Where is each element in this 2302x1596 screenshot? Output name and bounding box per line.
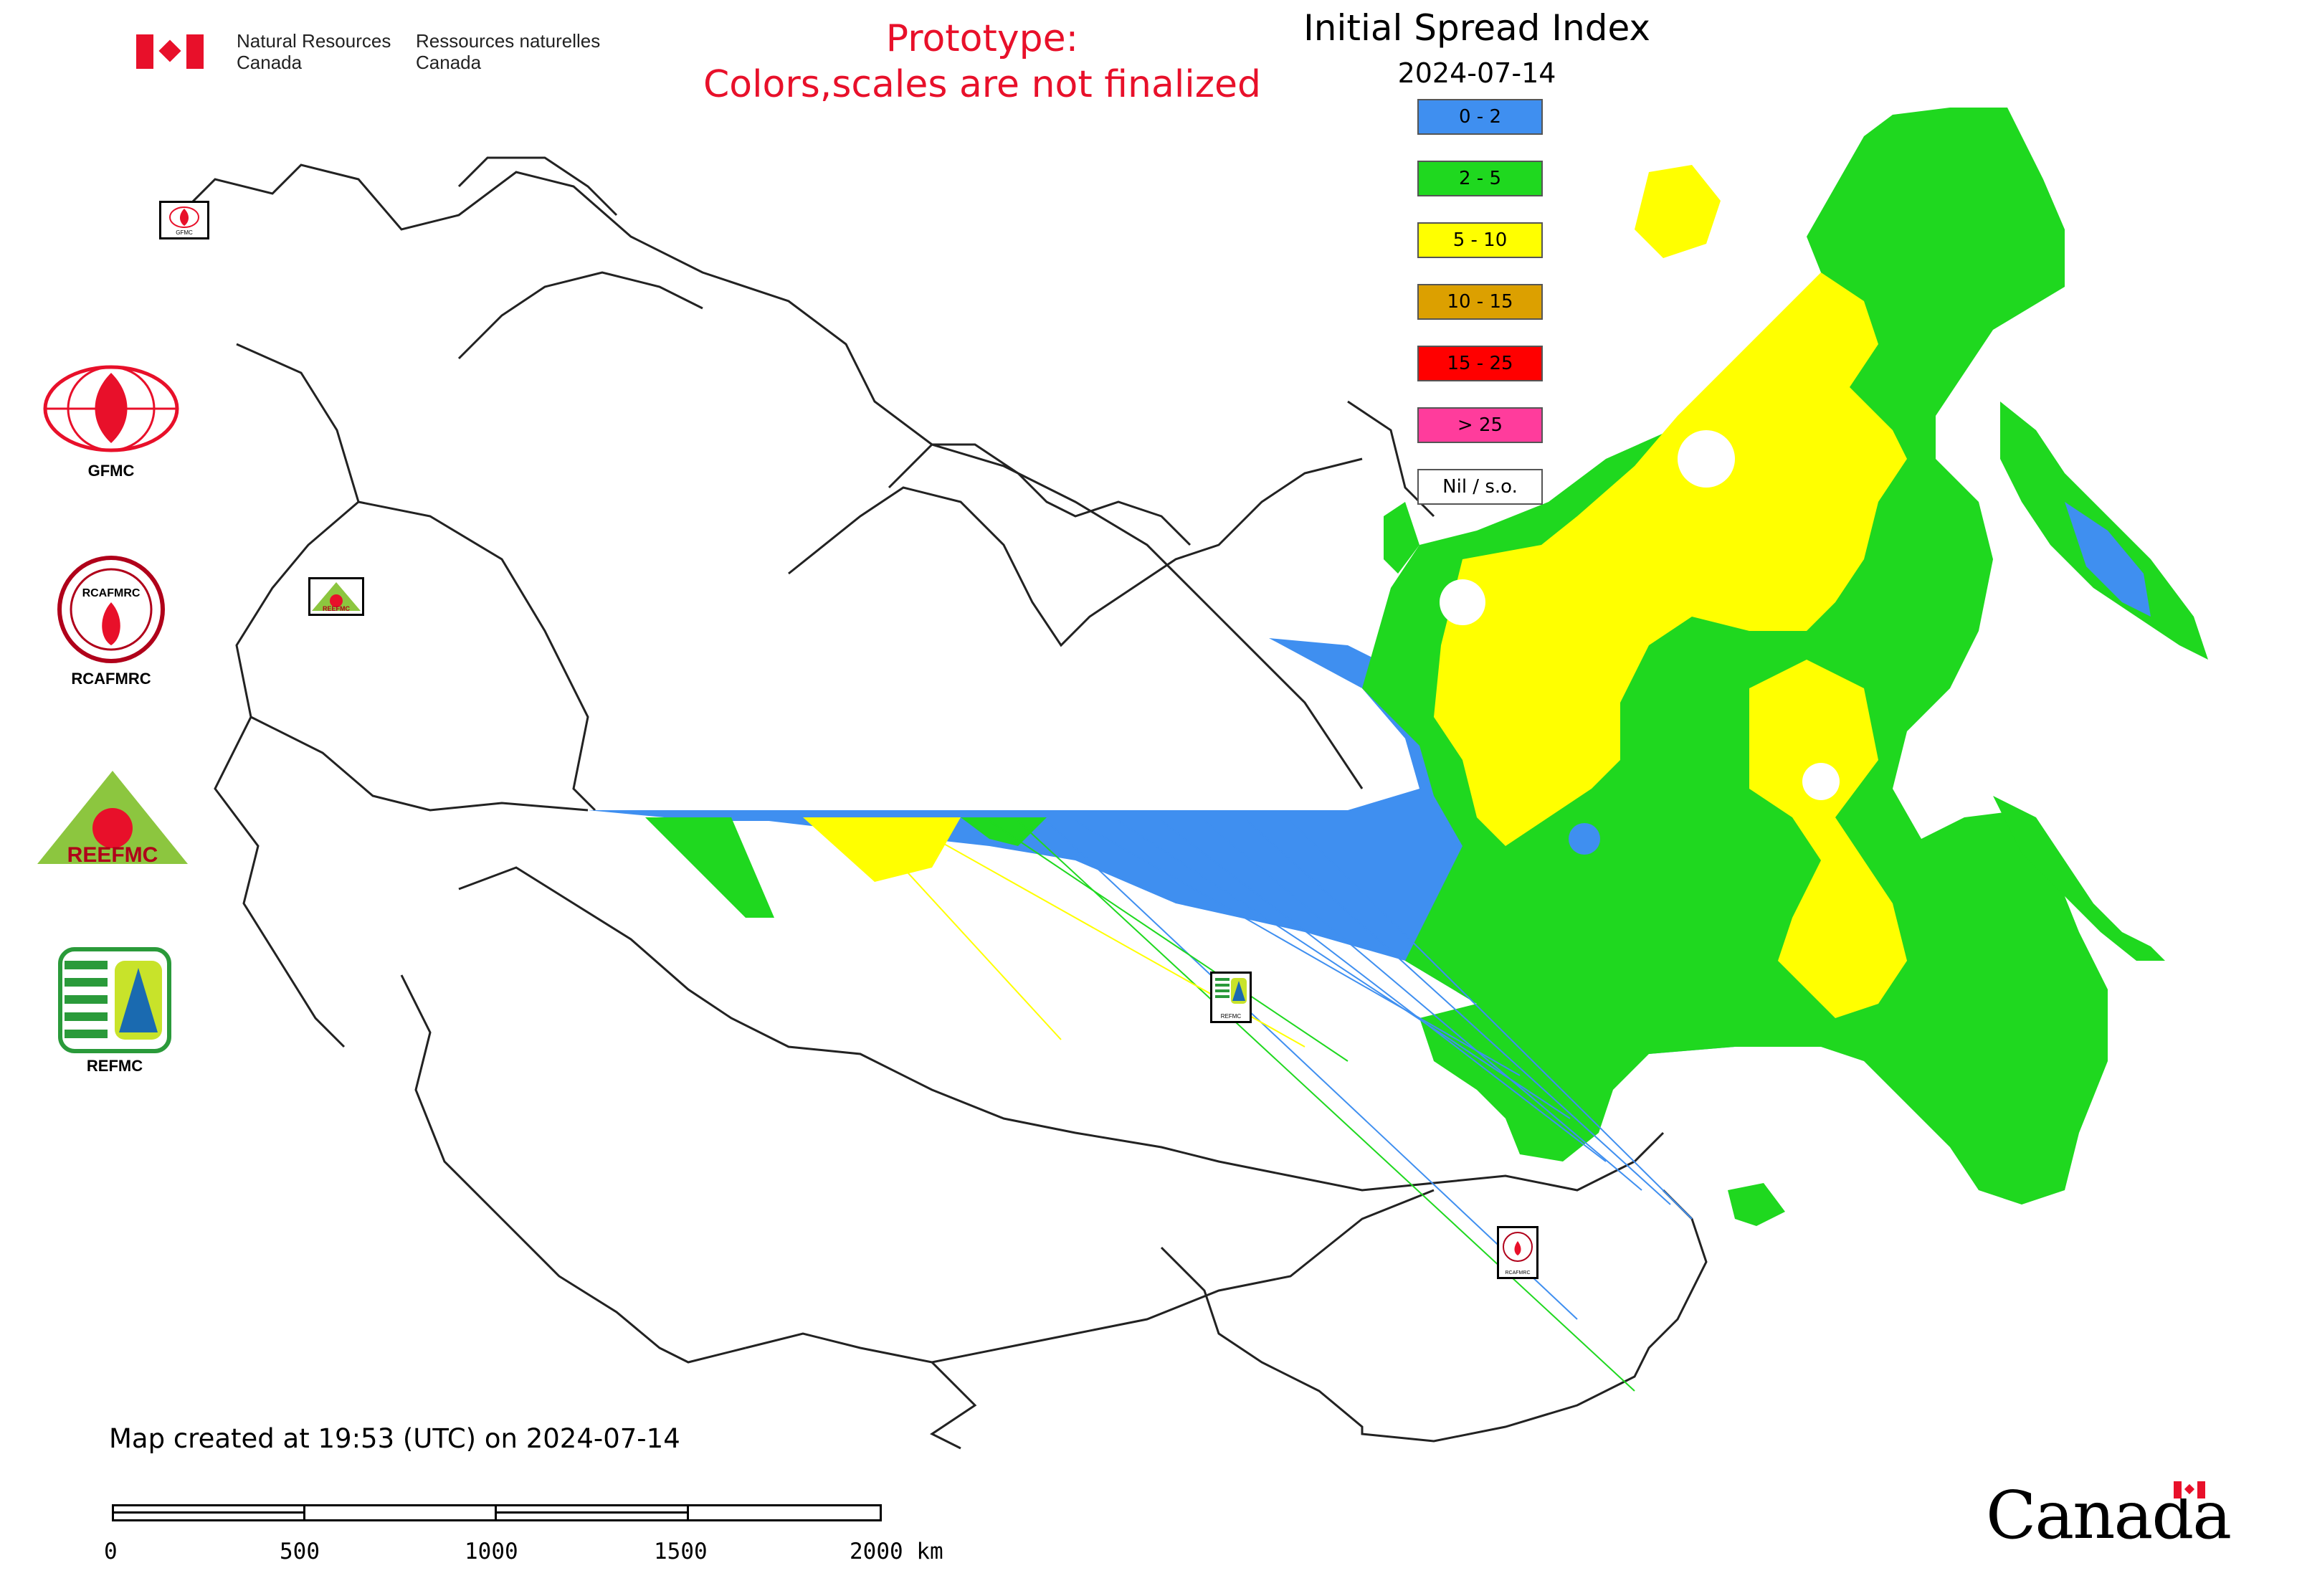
legend-item-2-5: 2 - 5 — [1417, 161, 1543, 196]
legend-item-0-2: 0 - 2 — [1417, 99, 1543, 135]
scale-tick-500: 500 — [280, 1539, 320, 1564]
map-date: 2024-07-14 — [1397, 57, 1556, 89]
gfmc-flame-globe-icon — [43, 365, 179, 452]
svg-text:REEFMC: REEFMC — [67, 843, 158, 867]
reefmc-map-badge: REEFMC — [308, 577, 364, 616]
refmc-caption: REFMC — [86, 1057, 143, 1075]
refmc-badge-label: REFMC — [1220, 1013, 1242, 1020]
legend-item-gt-25: > 25 — [1417, 407, 1543, 443]
rcafmrc-map-badge: RCAFMRC — [1497, 1226, 1538, 1279]
wordmark-flag-icon — [2174, 1481, 2205, 1498]
scale-tick-1000: 1000 — [465, 1539, 518, 1564]
legend-item-5-10: 5 - 10 — [1417, 222, 1543, 258]
legend-item-nil: Nil / s.o. — [1417, 469, 1543, 505]
reefmc-triangle-icon: REEFMC — [37, 771, 188, 867]
rcafmrc-caption: RCAFMRC — [71, 670, 151, 688]
scale-tick-2000: 2000 km — [850, 1539, 943, 1564]
dept-fr-line1: Ressources naturelles — [416, 30, 601, 52]
legend-item-15-25: 15 - 25 — [1417, 346, 1543, 381]
prototype-line1: Prototype: — [885, 17, 1079, 60]
scale-tick-0: 0 — [104, 1539, 118, 1564]
dept-fr-line2: Canada — [416, 52, 482, 73]
refmc-emblem-icon — [58, 947, 171, 1053]
isi-shading — [588, 108, 2208, 1392]
legend-item-10-15: 10 - 15 — [1417, 284, 1543, 320]
country-outlines — [178, 156, 1708, 1450]
map-created-text: Map created at 19:53 (UTC) on 2024-07-14 — [109, 1423, 680, 1454]
refmc-logo: REFMC — [57, 946, 172, 1075]
reefmc-logo: REEFMC — [36, 767, 190, 870]
reefmc-badge-label: REEFMC — [323, 605, 350, 612]
canada-flag-icon — [136, 34, 204, 69]
rcafmrc-logo: RCAFMRC RCAFMRC — [39, 552, 183, 688]
canada-wordmark: Canada — [1986, 1477, 2232, 1554]
svg-text:RCAFMRC: RCAFMRC — [82, 587, 141, 599]
dept-en-line1: Natural Resources — [237, 30, 391, 52]
prototype-notice: Prototype: Colors,scales are not finaliz… — [660, 16, 1305, 108]
prototype-line2: Colors,scales are not finalized — [703, 63, 1262, 106]
gfmc-caption: GFMC — [87, 462, 135, 480]
dept-en-line2: Canada — [237, 52, 303, 73]
scale-tick-1500: 1500 — [654, 1539, 708, 1564]
map-title: Initial Spread Index — [1303, 7, 1650, 49]
rcafmrc-seal-icon: RCAFMRC — [57, 556, 165, 663]
gfmc-logo: GFMC — [39, 358, 183, 480]
rcafmrc-badge-label: RCAFMRC — [1505, 1270, 1531, 1276]
gfmc-badge-label: GFMC — [176, 229, 193, 236]
refmc-map-badge: REFMC — [1210, 972, 1252, 1023]
gfmc-map-badge: GFMC — [159, 201, 209, 239]
